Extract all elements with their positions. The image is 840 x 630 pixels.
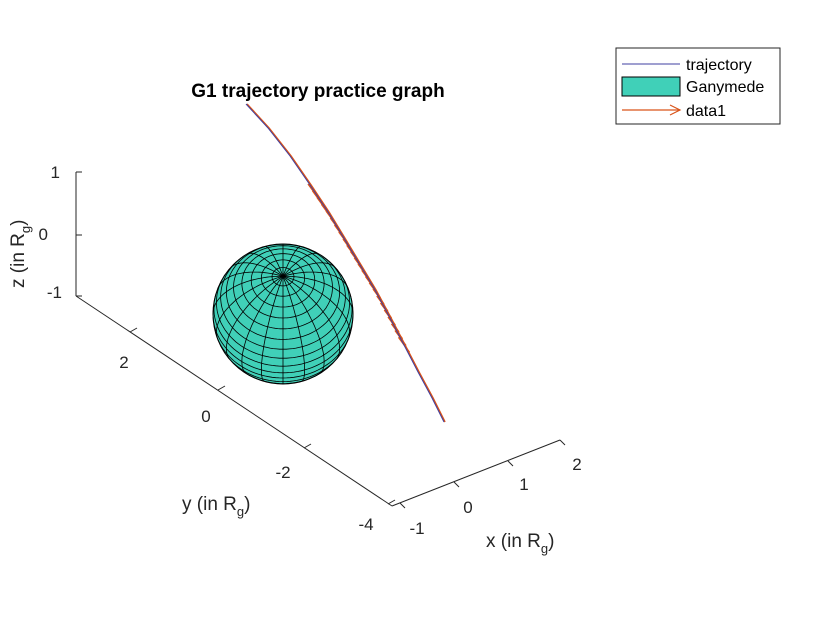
y-ticks: 2 0 -2 -4 [119, 327, 396, 534]
z-ticks: 1 0 -1 [39, 163, 82, 302]
z-axis-label: z (in Rg) [8, 220, 33, 288]
legend-swatch-data1 [622, 104, 682, 116]
y-axis-line [75, 295, 393, 507]
sphere-meridian-line [246, 252, 284, 277]
legend-swatch-ganymede [621, 76, 681, 97]
x-axis-line [391, 439, 561, 507]
sphere-meridian-line [282, 275, 340, 360]
sphere-meridian-line [217, 271, 284, 289]
axes-box [75, 172, 561, 507]
z-tick-label: -1 [47, 283, 62, 302]
sphere-meridian-line [282, 276, 305, 382]
sphere-meridian-line [283, 275, 354, 315]
y-tick-label: -2 [275, 463, 290, 482]
sphere-meridian-line [264, 246, 284, 277]
y-axis-label: y (in Rg) [182, 494, 250, 519]
sphere-meridian-line [261, 276, 284, 382]
x-tick-label: -1 [409, 519, 424, 538]
x-tick-label: 2 [572, 455, 581, 474]
chart-title: G1 trajectory practice graph [191, 81, 444, 102]
sphere-meridian-line [282, 252, 320, 277]
sphere-latitude-line [212, 313, 354, 374]
sphere-latitude-line [220, 255, 346, 350]
sphere-meridian-line [282, 275, 325, 374]
z-tick-label: 0 [39, 225, 48, 244]
sphere-meridian-line [282, 246, 302, 277]
y-tick-label: -4 [358, 515, 373, 534]
legend-label-trajectory: trajectory [686, 57, 752, 74]
ganymede-sphere [212, 243, 354, 385]
sphere-meridian-line [230, 262, 284, 277]
legend-label-data1: data1 [686, 103, 726, 120]
y-tick-label: 0 [201, 407, 210, 426]
trajectory-line [245, 103, 445, 423]
sphere-latitude-line [215, 274, 350, 359]
x-tick-label: 1 [519, 475, 528, 494]
legend: trajectory Ganymede data1 [615, 47, 781, 125]
sphere-meridian-line [215, 275, 284, 338]
data1-line [246, 103, 446, 423]
y-tick-label: 2 [119, 353, 128, 372]
sphere-meridian-line [212, 275, 283, 313]
sphere-meridian-line [282, 271, 349, 289]
z-tick-label: 1 [51, 163, 60, 182]
sphere-meridian-line [282, 275, 351, 338]
x-tick-label: 0 [463, 498, 472, 517]
legend-label-ganymede: Ganymede [686, 79, 764, 96]
sphere-meridian-line [282, 262, 336, 277]
x-axis-label: x (in Rg) [486, 531, 554, 556]
sphere-latitude-line [213, 295, 353, 367]
x-ticks: -1 0 1 2 [399, 439, 582, 538]
sphere-meridian-line [241, 275, 284, 374]
sphere-meridian-line [226, 275, 284, 360]
trajectory-series [245, 103, 446, 423]
